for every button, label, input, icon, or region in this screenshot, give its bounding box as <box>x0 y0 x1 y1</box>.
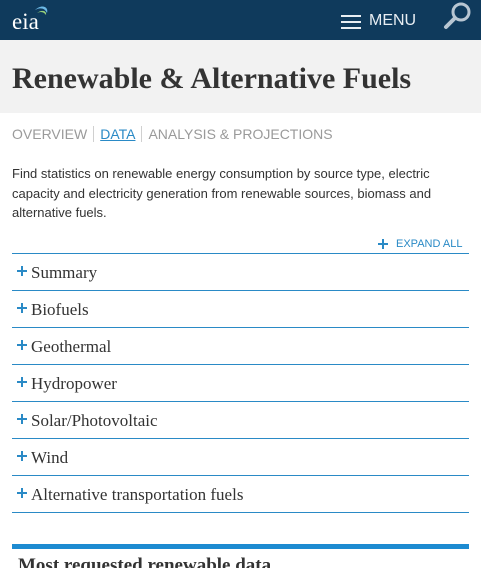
hamburger-icon <box>341 13 363 29</box>
menu-label: MENU <box>369 12 417 29</box>
plus-icon <box>378 239 388 249</box>
accordion-item-biofuels[interactable]: Biofuels <box>12 291 469 328</box>
search-button[interactable] <box>442 1 474 31</box>
accordion-item-label: Hydropower <box>31 374 117 393</box>
menu-button[interactable]: MENU <box>341 12 416 30</box>
intro-text: Find statistics on renewable energy cons… <box>12 166 432 220</box>
accordion-item-hydropower[interactable]: Hydropower <box>12 365 469 402</box>
accordion-item-geothermal[interactable]: Geothermal <box>12 328 469 365</box>
accordion-item-label: Alternative transportation fuels <box>31 485 244 504</box>
accordion-item-alternative-transportation-fuels[interactable]: Alternative transportation fuels <box>12 476 469 513</box>
logo-text: eia <box>12 9 39 34</box>
accordion-item-summary[interactable]: Summary <box>12 254 469 291</box>
plus-icon <box>17 414 27 424</box>
search-icon <box>444 2 471 29</box>
data-accordion: Summary Biofuels Geothermal Hydropower S… <box>12 253 469 513</box>
plus-icon <box>17 377 27 387</box>
page-title: Renewable & Alternative Fuels <box>12 62 412 95</box>
tab-analysis-projections[interactable]: ANALYSIS & PROJECTIONS <box>148 126 333 142</box>
tab-overview[interactable]: OVERVIEW <box>12 126 88 142</box>
tab-data[interactable]: DATA <box>100 126 136 142</box>
subnav-divider <box>141 126 143 142</box>
accordion-item-wind[interactable]: Wind <box>12 439 469 476</box>
accordion-item-label: Summary <box>31 263 98 282</box>
accordion-item-label: Geothermal <box>31 337 112 356</box>
plus-icon <box>17 340 27 350</box>
accordion-item-label: Solar/Photovoltaic <box>31 411 158 430</box>
accordion-item-label: Wind <box>31 448 69 467</box>
accordion-item-label: Biofuels <box>31 300 89 319</box>
accordion-item-solar-photovoltaic[interactable]: Solar/Photovoltaic <box>12 402 469 439</box>
plus-icon <box>17 303 27 313</box>
plus-icon <box>17 451 27 461</box>
expand-all-button[interactable]: EXPAND ALL <box>378 236 462 252</box>
subnav-divider <box>93 126 95 142</box>
top-header: eia MENU <box>0 0 481 40</box>
eia-logo[interactable]: eia <box>10 4 50 34</box>
title-band: Renewable & Alternative Fuels <box>0 40 481 113</box>
section-divider-bar <box>12 544 469 549</box>
expand-all-label: EXPAND ALL <box>396 238 463 250</box>
plus-icon <box>17 488 27 498</box>
logo-swoosh-icon <box>35 6 48 15</box>
plus-icon <box>17 266 27 276</box>
most-requested-heading: Most requested renewable data <box>18 555 272 568</box>
section-subnav: OVERVIEW DATA ANALYSIS & PROJECTIONS <box>12 125 333 143</box>
